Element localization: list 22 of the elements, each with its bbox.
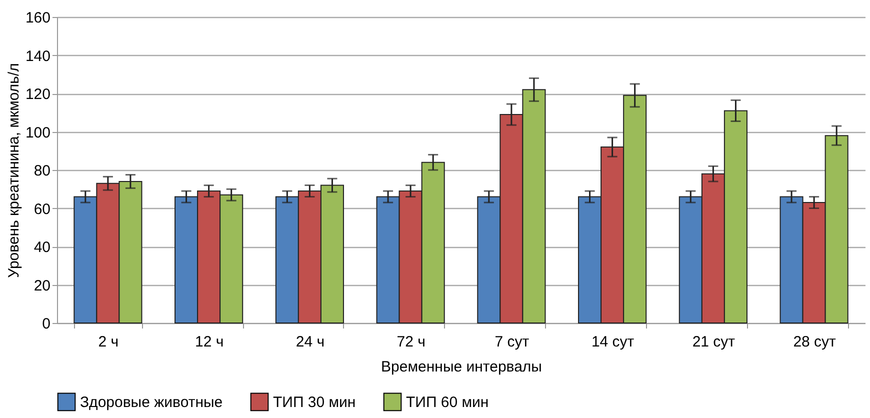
legend-label: ТИП 60 мин — [406, 394, 489, 411]
y-tick-label: 160 — [25, 10, 50, 26]
legend-label: Здоровые животные — [80, 394, 223, 411]
x-tick-label: 72 ч — [396, 334, 426, 350]
y-tick-label: 0 — [42, 316, 50, 332]
x-axis-title: Временные интервалы — [381, 358, 542, 376]
x-tick-label: 21 сут — [692, 334, 736, 350]
x-tick-label: 12 ч — [194, 334, 224, 350]
y-tick-label: 60 — [34, 200, 50, 218]
legend-label: ТИП 30 мин — [273, 394, 356, 411]
x-tick-label: 2 ч — [98, 334, 119, 350]
y-tick-label: 40 — [34, 239, 50, 256]
y-tick-label: 140 — [25, 48, 50, 65]
x-tick-label: 14 сут — [591, 334, 634, 350]
y-tick-label: 120 — [25, 86, 50, 103]
x-tick-label: 7 сут — [494, 334, 530, 350]
x-tick-label: 28 сут — [793, 334, 836, 350]
y-tick-label: 80 — [34, 162, 50, 180]
x-tick-label: 24 ч — [296, 334, 325, 350]
y-axis-title: Уровень креатинина, мкмоль/л — [5, 63, 22, 278]
y-tick-label: 100 — [25, 124, 50, 142]
y-tick-label: 20 — [34, 277, 50, 294]
